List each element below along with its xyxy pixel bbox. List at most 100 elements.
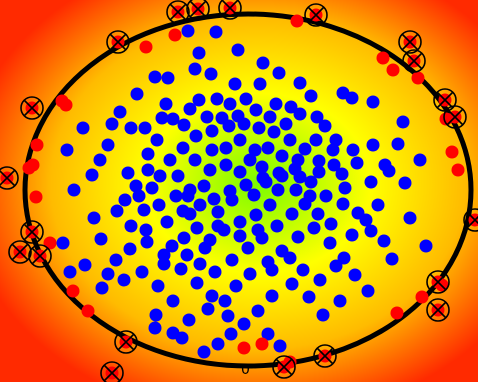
inlier-point (291, 230, 305, 244)
inlier-point (312, 154, 326, 168)
inlier-point (261, 141, 275, 155)
inlier-point (345, 228, 359, 242)
inlier-point (137, 203, 151, 217)
inlier-point (197, 345, 211, 359)
inlier-point (289, 183, 303, 197)
inlier-point (285, 277, 299, 291)
inlier-point (293, 107, 307, 121)
inlier-point (361, 284, 375, 298)
inlier-point (121, 166, 135, 180)
inlier-point (385, 252, 399, 266)
inlier-point (291, 153, 305, 167)
inlier-point (219, 158, 233, 172)
inlier-point (296, 263, 310, 277)
inlier-point (348, 268, 362, 282)
contour-level-label: 0 (241, 362, 250, 378)
inlier-point (95, 281, 109, 295)
inlier-point (329, 259, 343, 273)
inlier-point (203, 163, 217, 177)
outlier-point (139, 40, 153, 54)
inlier-point (180, 248, 194, 262)
inlier-point (293, 170, 307, 184)
inlier-point (139, 223, 153, 237)
inlier-point (243, 153, 257, 167)
outlier-point (255, 337, 269, 351)
inlier-point (249, 103, 263, 117)
flagged-outlier-marker (100, 361, 124, 382)
inlier-point (239, 178, 253, 192)
inlier-point (63, 265, 77, 279)
inlier-point (338, 181, 352, 195)
outlier-point (43, 236, 57, 250)
inlier-point (275, 169, 289, 183)
inlier-point (211, 205, 225, 219)
flagged-outlier-marker (426, 270, 450, 294)
inlier-point (224, 327, 238, 341)
inlier-point (93, 153, 107, 167)
inlier-point (219, 141, 233, 155)
inlier-point (336, 197, 350, 211)
inlier-point (318, 119, 332, 133)
inlier-point (78, 258, 92, 272)
inlier-point (377, 234, 391, 248)
inlier-point (249, 208, 263, 222)
flagged-outlier-marker (28, 244, 52, 268)
flagged-outlier-marker (272, 355, 296, 379)
inlier-point (223, 97, 237, 111)
inlier-point (229, 279, 243, 293)
inlier-point (293, 76, 307, 90)
inlier-point (101, 267, 115, 281)
inlier-point (189, 129, 203, 143)
inlier-point (155, 111, 169, 125)
inlier-point (218, 294, 232, 308)
inlier-point (151, 279, 165, 293)
inlier-point (364, 175, 378, 189)
inlier-point (198, 241, 212, 255)
inlier-point (163, 153, 177, 167)
inlier-point (200, 110, 214, 124)
inlier-point (76, 121, 90, 135)
inlier-point (159, 97, 173, 111)
inlier-point (190, 276, 204, 290)
inlier-point (265, 289, 279, 303)
inlier-point (231, 109, 245, 123)
inlier-point (255, 160, 269, 174)
inlier-point (124, 219, 138, 233)
inlier-point (85, 168, 99, 182)
outlier-point (66, 284, 80, 298)
inlier-point (247, 188, 261, 202)
flagged-outlier-marker (443, 105, 467, 129)
inlier-point (267, 125, 281, 139)
inlier-point (175, 331, 189, 345)
inlier-point (239, 92, 253, 106)
flagged-outlier-marker (463, 208, 478, 232)
inlier-point (177, 118, 191, 132)
inlier-point (316, 308, 330, 322)
inlier-point (208, 265, 222, 279)
inlier-point (225, 253, 239, 267)
inlier-point (256, 56, 270, 70)
inlier-point (211, 219, 225, 233)
inlier-point (193, 198, 207, 212)
inlier-point (285, 207, 299, 221)
inlier-point (304, 175, 318, 189)
inlier-point (364, 224, 378, 238)
inlier-point (149, 308, 163, 322)
inlier-point (398, 176, 412, 190)
inlier-point (272, 66, 286, 80)
inlier-point (237, 317, 251, 331)
inlier-point (129, 179, 143, 193)
inlier-point (188, 62, 202, 76)
outlier-point (81, 304, 95, 318)
inlier-point (284, 100, 298, 114)
outlier-point (237, 341, 251, 355)
inlier-point (87, 211, 101, 225)
inlier-point (233, 229, 247, 243)
inlier-point (252, 121, 266, 135)
inlier-point (225, 193, 239, 207)
inlier-point (205, 124, 219, 138)
inlier-point (366, 95, 380, 109)
inlier-point (359, 213, 373, 227)
inlier-point (253, 77, 267, 91)
inlier-point (337, 251, 351, 265)
